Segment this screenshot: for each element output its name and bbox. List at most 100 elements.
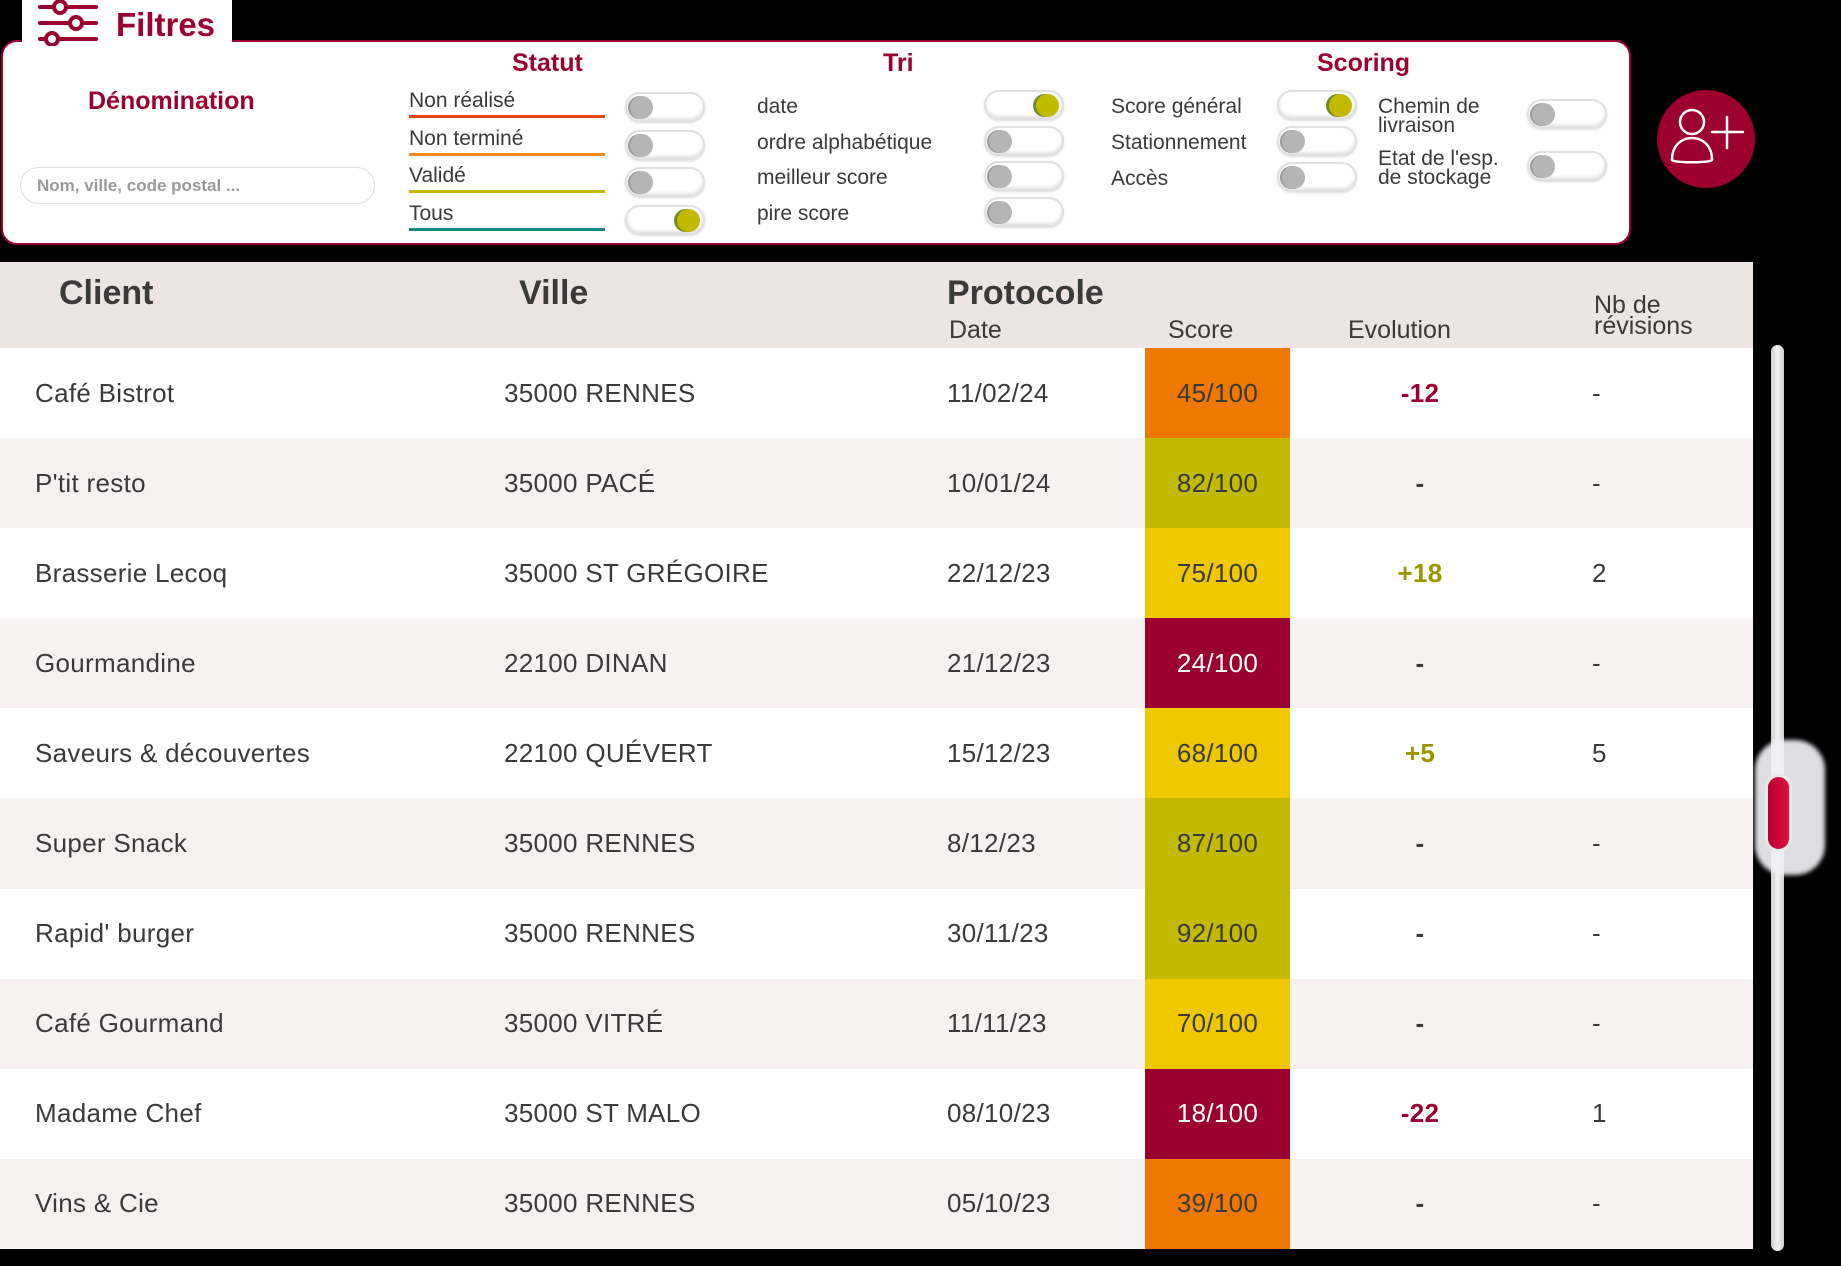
- tri-toggle[interactable]: [984, 196, 1064, 227]
- table-row[interactable]: Vins & Cie 35000 RENNES 05/10/23 39/100 - -: [0, 1158, 1753, 1249]
- scoring-label: Stationnement: [1111, 131, 1247, 154]
- scoring-label: Score général: [1111, 95, 1242, 118]
- table-body: Café Bistrot 35000 RENNES 11/02/24 45/100 -1…: [0, 348, 1753, 1249]
- denomination-title: Dénomination: [88, 87, 255, 115]
- filters-title: Filtres: [116, 6, 216, 43]
- table-row[interactable]: Saveurs & découvertes 22100 QUÉVERT 15/12/…: [0, 708, 1753, 799]
- ville-cell: 35000 RENNES: [504, 828, 696, 859]
- date-cell: 30/11/23: [947, 918, 1049, 949]
- date-cell: 08/10/23: [947, 1098, 1051, 1129]
- header-revisions[interactable]: Nb de révisions: [1594, 292, 1693, 341]
- evolution-cell: -: [1415, 1008, 1425, 1039]
- scoring-toggle[interactable]: [1277, 126, 1357, 156]
- ville-cell: 35000 ST GRÉGOIRE: [504, 557, 769, 588]
- ville-cell: 35000 ST MALO: [504, 1098, 702, 1129]
- tri-toggle[interactable]: [984, 125, 1064, 156]
- search-input[interactable]: [20, 167, 375, 204]
- statut-toggle[interactable]: [625, 204, 705, 235]
- table-row[interactable]: Gourmandine 22100 DINAN 21/12/23 24/100 - -: [0, 618, 1753, 709]
- table-row[interactable]: Brasserie Lecoq 35000 ST GRÉGOIRE 22/12/23…: [0, 528, 1753, 619]
- scoring-toggle[interactable]: [1527, 99, 1607, 129]
- client-cell: Brasserie Lecoq: [35, 557, 228, 588]
- scoring-title: Scoring: [1317, 49, 1411, 77]
- toggle-knob: [630, 133, 653, 157]
- table-row[interactable]: Super Snack 35000 RENNES 8/12/23 87/100 - -: [0, 798, 1753, 889]
- toggle-knob: [1282, 130, 1305, 153]
- revisions-cell: -: [1592, 1188, 1601, 1219]
- evolution-cell: -: [1415, 1188, 1425, 1219]
- score-cell: 24/100: [1145, 618, 1290, 709]
- toggle-knob: [989, 200, 1012, 224]
- date-cell: 10/01/24: [947, 467, 1051, 498]
- tri-toggle[interactable]: [984, 161, 1064, 191]
- ville-cell: 35000 RENNES: [504, 1188, 696, 1219]
- score-cell: 39/100: [1145, 1158, 1290, 1249]
- tri-toggle[interactable]: [984, 90, 1064, 120]
- toggle-knob: [630, 171, 653, 194]
- revisions-cell: -: [1592, 1008, 1601, 1039]
- header-evolution[interactable]: Evolution: [1348, 316, 1451, 344]
- statut-label: Validé: [409, 165, 605, 193]
- client-cell: P'tit resto: [35, 467, 146, 498]
- tri-label: ordre alphabétique: [757, 130, 933, 154]
- score-cell: 87/100: [1145, 798, 1290, 889]
- scoring-label: Chemin de livraison: [1378, 95, 1480, 138]
- filters-panel: Dénomination Statut Non réalisé Non termi…: [1, 40, 1631, 245]
- header-client[interactable]: Client: [59, 274, 154, 312]
- header-score[interactable]: Score: [1168, 316, 1234, 344]
- ville-cell: 35000 RENNES: [504, 918, 696, 949]
- statut-toggle[interactable]: [625, 167, 705, 197]
- scrollbar-thumb[interactable]: [1765, 774, 1792, 852]
- scoring-label-line2: livraison: [1378, 114, 1456, 138]
- toggle-knob: [1532, 155, 1555, 178]
- revisions-cell: 5: [1592, 737, 1607, 768]
- clients-table: Client Ville Protocole Date Score Evolut…: [0, 262, 1753, 1249]
- header-revisions-line2: révisions: [1594, 312, 1693, 341]
- client-cell: Saveurs & découvertes: [35, 737, 311, 768]
- tri-label: pire score: [757, 201, 850, 225]
- date-cell: 11/02/24: [947, 377, 1049, 408]
- evolution-cell: -22: [1400, 1098, 1440, 1129]
- scoring-label-line2: de stockage: [1378, 166, 1492, 190]
- statut-toggle[interactable]: [625, 129, 705, 160]
- scoring-toggle[interactable]: [1277, 90, 1357, 120]
- ville-cell: 35000 PACÉ: [504, 467, 656, 498]
- client-cell: Super Snack: [35, 828, 188, 859]
- evolution-cell: -: [1415, 467, 1425, 498]
- scoring-label-line1: Chemin de: [1378, 95, 1480, 118]
- toggle-knob: [677, 208, 700, 232]
- revisions-cell: -: [1592, 377, 1601, 408]
- date-cell: 8/12/23: [947, 828, 1036, 859]
- table-row[interactable]: Café Gourmand 35000 VITRÉ 11/11/23 70/100 - -: [0, 978, 1753, 1069]
- statut-toggle[interactable]: [625, 92, 705, 122]
- header-protocole: Protocole: [947, 274, 1104, 312]
- evolution-cell: -: [1415, 647, 1425, 678]
- table-row[interactable]: P'tit resto 35000 PACÉ 10/01/24 82/100 - -: [0, 438, 1753, 529]
- scoring-toggle[interactable]: [1277, 162, 1357, 192]
- table-header: Client Ville Protocole Date Score Evolut…: [0, 262, 1753, 348]
- evolution-cell: -12: [1400, 377, 1440, 408]
- date-cell: 21/12/23: [947, 647, 1051, 678]
- table-row[interactable]: Rapid' burger 35000 RENNES 30/11/23 92/100 -…: [0, 888, 1753, 979]
- ville-cell: 22100 QUÉVERT: [504, 737, 713, 768]
- client-cell: Rapid' burger: [35, 918, 195, 949]
- add-user-icon: [1668, 105, 1745, 174]
- ville-cell: 22100 DINAN: [504, 647, 668, 678]
- revisions-cell: -: [1592, 828, 1601, 859]
- table-row[interactable]: Café Bistrot 35000 RENNES 11/02/24 45/100 -1…: [0, 348, 1753, 439]
- statut-label: Tous: [409, 203, 605, 231]
- client-cell: Café Bistrot: [35, 377, 175, 408]
- evolution-cell: -: [1415, 828, 1425, 859]
- toggle-knob: [989, 129, 1012, 153]
- scoring-label-line1: Etat de l'esp.: [1378, 147, 1499, 170]
- ville-cell: 35000 VITRÉ: [504, 1008, 664, 1039]
- date-cell: 11/11/23: [947, 1008, 1047, 1039]
- header-ville[interactable]: Ville: [519, 274, 589, 312]
- table-row[interactable]: Madame Chef 35000 ST MALO 08/10/23 18/100 -2…: [0, 1068, 1753, 1159]
- add-client-button[interactable]: [1657, 90, 1755, 188]
- header-date[interactable]: Date: [949, 316, 1002, 344]
- scoring-toggle[interactable]: [1527, 151, 1607, 181]
- score-cell: 18/100: [1145, 1068, 1290, 1159]
- revisions-cell: 1: [1592, 1098, 1607, 1129]
- scoring-label: Etat de l'esp. de stockage: [1378, 147, 1499, 190]
